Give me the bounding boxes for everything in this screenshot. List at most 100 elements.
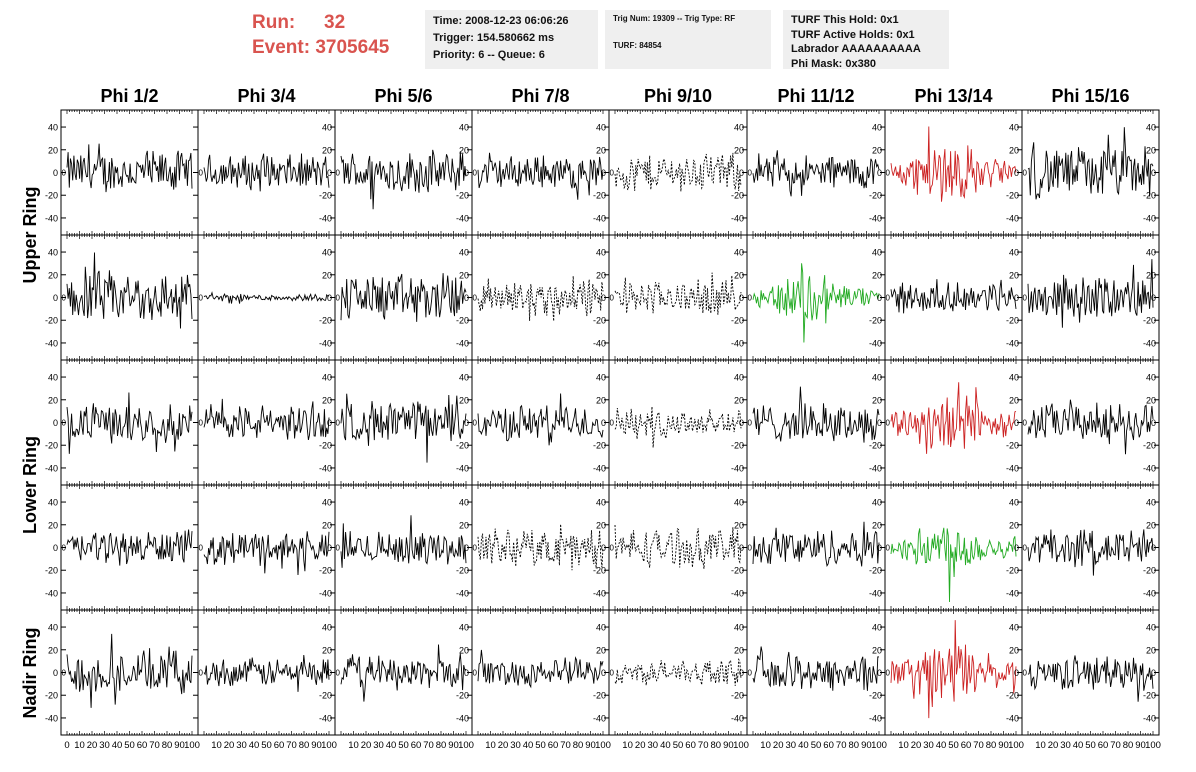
zero-label: 0: [336, 419, 341, 428]
panel-frame: [608, 609, 748, 736]
column-title-3: Phi 5/6: [374, 86, 433, 106]
trig-num-line: Trig Num: 19309 -- Trig Type: RF: [613, 14, 736, 23]
y-tick-label: 20: [1009, 270, 1019, 280]
y-tick-label: 40: [48, 123, 58, 133]
y-tick-label: 0: [53, 543, 58, 553]
waveform-trace: [1027, 529, 1154, 576]
y-tick-label: -40: [731, 213, 744, 223]
y-tick-label: -40: [1006, 463, 1019, 473]
waveform-trace: [477, 649, 604, 689]
y-tick-label: 20: [596, 520, 606, 530]
panel-frame: [334, 359, 473, 486]
y-tick-label: 40: [322, 123, 332, 133]
waveform-trace: [66, 392, 193, 454]
y-tick-label: -40: [1006, 713, 1019, 723]
y-tick-label: 0: [327, 418, 332, 428]
y-tick-label: 20: [1146, 145, 1156, 155]
y-tick-label: -40: [1006, 213, 1019, 223]
y-tick-label: 20: [48, 145, 58, 155]
y-tick-label: 40: [1009, 623, 1019, 633]
y-tick-label: -40: [869, 213, 882, 223]
y-tick-label: 40: [322, 623, 332, 633]
y-tick-label: 20: [1009, 395, 1019, 405]
panel-r5-c6: 40 20 0 -20 -40 0: [746, 609, 886, 736]
y-tick-label: -20: [1143, 191, 1156, 201]
panel-r5-c8: 40 20 0 -20 -40 0: [1021, 609, 1160, 736]
y-tick-label: 40: [596, 623, 606, 633]
y-tick-label: 0: [877, 168, 882, 178]
time-info-box: Time: 2008-12-23 06:06:26 Trigger: 154.5…: [425, 10, 598, 69]
y-tick-label: 20: [734, 520, 744, 530]
panel-r5-c2: 40 20 0 -20 -40 0: [197, 609, 336, 736]
x-tick-label: 100: [458, 740, 474, 751]
zero-label: 0: [473, 294, 478, 303]
x-tick-label: 50: [811, 740, 822, 751]
x-tick-label: 40: [798, 740, 809, 751]
y-tick-label: 0: [601, 168, 606, 178]
panel-frame: [471, 359, 610, 486]
y-tick-label: 0: [601, 418, 606, 428]
panel-r3-c4: 40 20 0 -20 -40 0: [471, 359, 610, 486]
column-title-2: Phi 3/4: [237, 86, 296, 106]
y-tick-label: -40: [1143, 463, 1156, 473]
y-tick-label: -20: [1143, 316, 1156, 326]
panel-r1-c7: 40 20 0 -20 -40 0: [884, 109, 1023, 236]
y-tick-label: 40: [734, 498, 744, 508]
waveform-trace: [340, 149, 467, 210]
x-tick-label: 90: [585, 740, 596, 751]
y-tick-label: 40: [872, 623, 882, 633]
trigger-line: Trigger: 154.580662 ms: [433, 32, 555, 44]
waveform-trace: [203, 531, 330, 576]
y-tick-label: 20: [596, 645, 606, 655]
zero-label: 0: [473, 544, 478, 553]
y-tick-label: 40: [459, 373, 469, 383]
panel-r4-c7: 40 20 0 -20 -40 0: [884, 484, 1023, 611]
x-tick-label: 70: [149, 740, 160, 751]
y-tick-label: -20: [1006, 441, 1019, 451]
x-tick-label: 70: [836, 740, 847, 751]
panel-r3-c7: 40 20 0 -20 -40 0: [884, 359, 1023, 486]
y-tick-label: 0: [1151, 418, 1156, 428]
run-label: Run:: [252, 12, 296, 33]
x-tick-label: 20: [361, 740, 372, 751]
y-tick-label: -40: [869, 713, 882, 723]
zero-label: 0: [1023, 419, 1028, 428]
time-line: Time: 2008-12-23 06:06:26: [433, 15, 569, 27]
zero-label: 0: [336, 294, 341, 303]
x-tick-label: 70: [698, 740, 709, 751]
panel-frame: [1021, 234, 1160, 361]
y-tick-label: 40: [596, 373, 606, 383]
waveform-trace: [340, 515, 467, 568]
y-tick-label: -40: [1006, 588, 1019, 598]
y-tick-label: 20: [322, 395, 332, 405]
y-tick-label: 20: [1146, 395, 1156, 405]
x-tick-label: 40: [1073, 740, 1084, 751]
trigger-info-box: Trig Num: 19309 -- Trig Type: RF TURF: 8…: [605, 10, 771, 69]
x-tick-label: 90: [1135, 740, 1146, 751]
panel-r2-c8: 40 20 0 -20 -40 0: [1021, 234, 1160, 361]
y-tick-label: -20: [456, 566, 469, 576]
x-tick-label: 60: [274, 740, 285, 751]
y-tick-label: -20: [456, 191, 469, 201]
y-tick-label: 40: [872, 373, 882, 383]
x-tick-label: 90: [174, 740, 185, 751]
y-tick-label: 0: [877, 543, 882, 553]
x-tick-label: 20: [87, 740, 98, 751]
y-tick-label: 20: [322, 645, 332, 655]
zero-label: 0: [886, 169, 891, 178]
y-tick-label: 40: [734, 123, 744, 133]
panel-frame: [608, 359, 748, 486]
y-tick-label: 20: [872, 645, 882, 655]
zero-label: 0: [1023, 669, 1028, 678]
y-tick-label: 0: [601, 543, 606, 553]
x-tick-label: 60: [411, 740, 422, 751]
waveform-trace: [890, 527, 1017, 603]
zero-label: 0: [199, 419, 204, 428]
x-tick-label: 100: [733, 740, 749, 751]
y-tick-label: -20: [1143, 566, 1156, 576]
x-tick-label: 60: [823, 740, 834, 751]
panel-frame: [884, 609, 1023, 736]
y-tick-label: -20: [869, 316, 882, 326]
y-tick-label: -40: [593, 338, 606, 348]
zero-label: 0: [473, 419, 478, 428]
